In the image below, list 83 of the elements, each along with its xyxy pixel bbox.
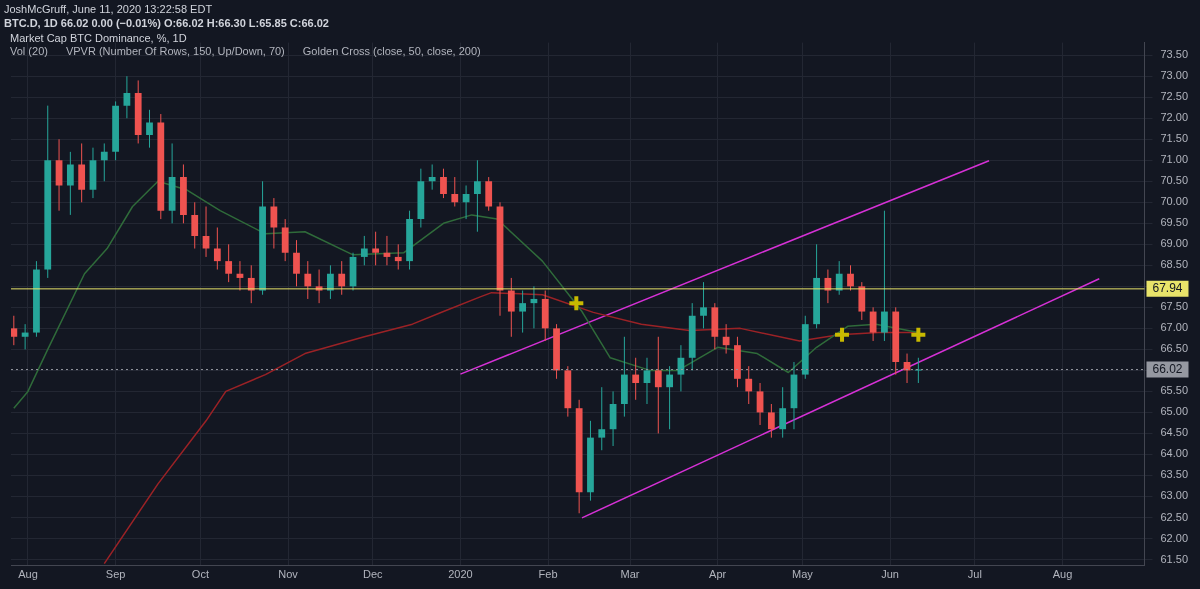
ref-line-label: 67.94 [1152, 281, 1183, 296]
candlestick [643, 357, 651, 405]
text: JoshMcGruff, June 11, 2020 13:22:58 EDT [4, 2, 214, 16]
candlestick [327, 264, 334, 300]
y-tick-label: 72.50 [1160, 90, 1188, 103]
candlestick [360, 235, 368, 266]
x-tick-label: Nov [278, 568, 299, 581]
y-tick-label: 67.00 [1160, 321, 1188, 334]
candlestick [598, 386, 606, 451]
candlestick [394, 243, 402, 271]
annotation: Vol (20) [10, 45, 48, 58]
y-tick-label: 67.50 [1160, 300, 1188, 313]
x-tick-label: Feb [538, 568, 558, 581]
y-tick-label: 62.50 [1160, 510, 1188, 523]
y-tick-label: 65.50 [1160, 384, 1188, 397]
candlestick [869, 306, 877, 342]
candlestick [225, 243, 233, 283]
x-tick-label: Mar [620, 568, 640, 581]
candlestick [914, 357, 922, 384]
candlestick [722, 323, 730, 355]
candlestick [304, 260, 312, 300]
annotation: Golden Cross (close, 50, close, 200) [302, 45, 481, 58]
x-tick-label: May [792, 568, 814, 581]
chart-subtitle: BTC.D, 1D 66.02 0.00 (−0.01%) O:66.02 H:66.30 L:65.85 C:66.02 [4, 16, 329, 30]
y-tick-label: 61.50 [1160, 552, 1188, 565]
y-tick-label: 73.50 [1160, 48, 1188, 61]
y-tick-label: 70.50 [1160, 174, 1188, 187]
candlestick [202, 205, 210, 258]
annotation: VPVR (Number Of Rows, 150, Up/Down, 70) [65, 45, 285, 58]
x-tick-label: Jun [881, 568, 899, 581]
y-tick-label: 64.00 [1160, 447, 1188, 460]
candlestick [519, 290, 527, 334]
candlestick [428, 163, 436, 191]
candlestick [123, 75, 131, 119]
candlestick [372, 231, 380, 266]
y-tick-label: 65.00 [1160, 405, 1188, 418]
x-tick-label: Aug [1052, 568, 1073, 581]
candlestick [700, 281, 707, 329]
x-tick-label: Oct [191, 568, 209, 581]
candlestick [11, 315, 18, 346]
y-tick-label: 63.00 [1160, 489, 1188, 502]
candlestick [66, 151, 74, 216]
y-tick-label: 72.00 [1160, 111, 1188, 124]
y-tick-label: 69.00 [1160, 237, 1188, 250]
candlestick [440, 168, 447, 199]
candlestick [847, 264, 854, 292]
candlestick [745, 365, 753, 405]
candlestick [507, 277, 515, 338]
candlestick [293, 239, 300, 287]
candlestick [767, 403, 775, 439]
candlestick [21, 323, 29, 350]
y-tick-label: 71.50 [1160, 132, 1188, 145]
y-tick-label: 70.00 [1160, 195, 1188, 208]
y-tick-label: 71.00 [1160, 153, 1188, 166]
candlestick [338, 260, 346, 296]
x-tick-label: Sep [105, 568, 126, 581]
candlestick [191, 201, 199, 250]
candlestick [835, 260, 843, 296]
candlestick [213, 227, 221, 271]
y-tick-label: 63.50 [1160, 468, 1188, 481]
y-tick-label: 68.50 [1160, 258, 1188, 271]
x-tick-label: 2020 [448, 568, 473, 581]
ref-line-label: 66.02 [1152, 361, 1183, 376]
y-tick-label: 62.00 [1160, 531, 1188, 544]
y-tick-label: 66.50 [1160, 342, 1188, 355]
candlestick [100, 142, 108, 182]
x-tick-label: Dec [363, 568, 384, 581]
y-tick-label: 73.00 [1160, 69, 1188, 82]
candlestick [474, 159, 481, 233]
y-tick-label: 69.50 [1160, 216, 1188, 229]
candlestick [146, 109, 153, 149]
candlestick [632, 357, 640, 401]
chart-title: Market Cap BTC Dominance, %, 1D [10, 32, 188, 45]
x-tick-label: Apr [709, 568, 727, 581]
x-tick-label: Jul [967, 568, 982, 581]
candlestick [881, 210, 888, 342]
candlestick [654, 336, 662, 434]
candlestick [451, 176, 459, 207]
y-tick-label: 64.50 [1160, 426, 1188, 439]
candlestick [779, 386, 787, 439]
x-tick-label: Aug [18, 568, 38, 581]
candlestick [666, 365, 673, 430]
candlestick [270, 197, 278, 250]
